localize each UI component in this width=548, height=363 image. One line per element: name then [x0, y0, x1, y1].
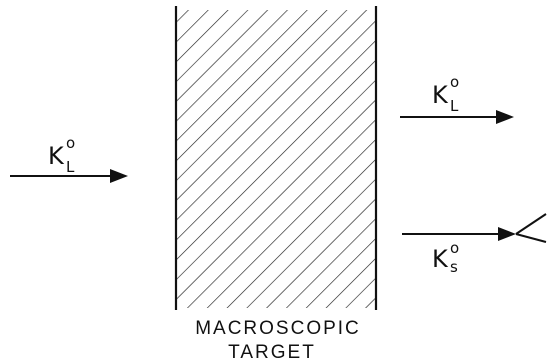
- svg-text:o: o: [450, 73, 459, 91]
- transmitted-beam-label: K o L: [432, 73, 459, 115]
- target-caption-line1: MACROSCOPIC: [195, 318, 361, 339]
- macroscopic-target: [174, 6, 378, 310]
- incoming-beam-arrow: [10, 169, 128, 183]
- svg-text:s: s: [450, 258, 458, 276]
- decay-vertex: [515, 213, 547, 243]
- regenerated-beam-arrow: [402, 227, 516, 241]
- svg-text:o: o: [450, 239, 459, 257]
- svg-text:K: K: [48, 142, 65, 170]
- incoming-beam-label: K o L: [48, 134, 75, 176]
- svg-text:K: K: [432, 81, 449, 109]
- transmitted-beam-arrow: [400, 110, 514, 124]
- svg-text:o: o: [66, 134, 75, 152]
- svg-text:K: K: [432, 245, 449, 273]
- svg-text:L: L: [66, 158, 75, 176]
- svg-text:L: L: [450, 97, 459, 115]
- target-caption-line2: TARGET: [228, 342, 316, 363]
- regenerated-beam-label: K o s: [432, 239, 459, 276]
